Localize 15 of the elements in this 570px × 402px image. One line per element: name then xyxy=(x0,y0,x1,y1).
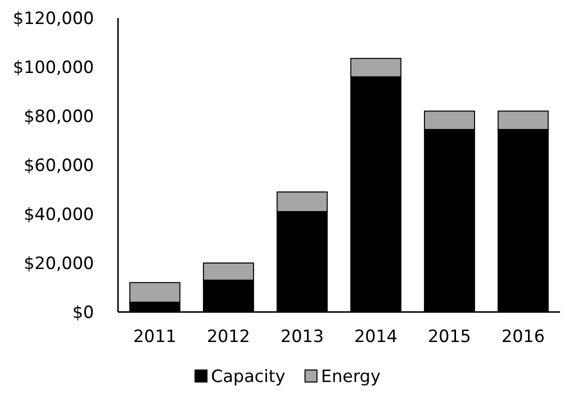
y-tick-label: $60,000 xyxy=(24,156,94,176)
x-tick-label: 2015 xyxy=(428,327,472,347)
x-tick-label: 2014 xyxy=(354,327,398,347)
x-tick-label: 2016 xyxy=(502,327,545,347)
y-tick-label: $40,000 xyxy=(24,204,94,225)
y-tick-label: $80,000 xyxy=(24,106,94,127)
x-tick-label: 2012 xyxy=(206,327,250,347)
y-tick-label: $100,000 xyxy=(12,58,94,78)
x-tick-label: 2013 xyxy=(280,327,324,347)
y-tick-label: $0 xyxy=(72,302,94,323)
legend-label: Energy xyxy=(321,366,381,387)
y-tick-label: $120,000 xyxy=(12,8,94,29)
legend-label: Capacity xyxy=(211,366,286,387)
x-tick-label: 2011 xyxy=(133,327,176,347)
y-tick-label: $20,000 xyxy=(24,254,94,274)
